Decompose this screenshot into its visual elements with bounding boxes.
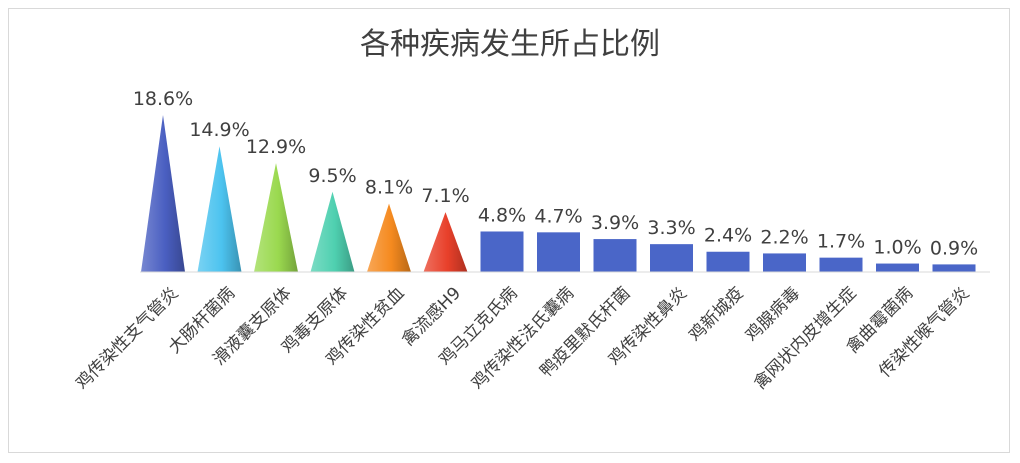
bar-6 [480,231,524,272]
category-label-7: 鸡传染性法氏囊病 [468,283,578,393]
bar-2 [254,163,298,272]
data-label-11: 2.2% [760,226,808,248]
data-label-1: 14.9% [189,119,249,141]
data-label-3: 9.5% [308,165,356,187]
category-label-0: 鸡传染性支气管炎 [72,283,182,393]
data-labels: 18.6% 14.9%12.9%9.5% 8.1% 7.1% 4.8% 4.7% 3.9% 3… [133,88,978,259]
data-label-6: 4.8% [478,204,526,226]
bar-marks [141,115,976,272]
data-label-9: 3.3% [647,217,695,239]
data-label-4: 8.1% [365,177,413,199]
bar-11 [763,253,806,272]
bar-12 [819,257,863,272]
category-labels: 鸡传染性支气管炎大肠杆菌病滑液囊支原体鸡毒支原体鸡传染性贫血禽流感H9鸡马立克氏… [72,283,973,393]
data-label-5: 7.1% [421,185,469,207]
bar-10 [706,251,750,272]
bar-7 [537,232,580,272]
data-label-0: 18.6% [133,88,193,110]
data-label-14: 0.9% [930,237,978,259]
bar-1 [197,146,242,272]
data-label-2: 12.9% [246,136,306,158]
category-label-12: 禽网状内皮增生症 [750,283,860,393]
data-label-7: 4.7% [534,205,582,227]
bar-3 [310,191,355,272]
bar-13 [876,263,919,272]
bar-8 [593,239,637,272]
data-label-12: 1.7% [817,231,865,253]
data-label-8: 3.9% [591,212,639,234]
bar-14 [932,264,976,272]
bar-4 [367,203,411,272]
category-label-10: 鸡新城疫 [685,283,747,345]
bar-0 [141,115,185,272]
data-label-13: 1.0% [873,237,921,259]
chart-title: 各种疾病发生所占比例 [360,27,660,62]
bar-5 [423,212,468,272]
data-label-10: 2.4% [704,225,752,247]
bar-9 [650,244,693,272]
